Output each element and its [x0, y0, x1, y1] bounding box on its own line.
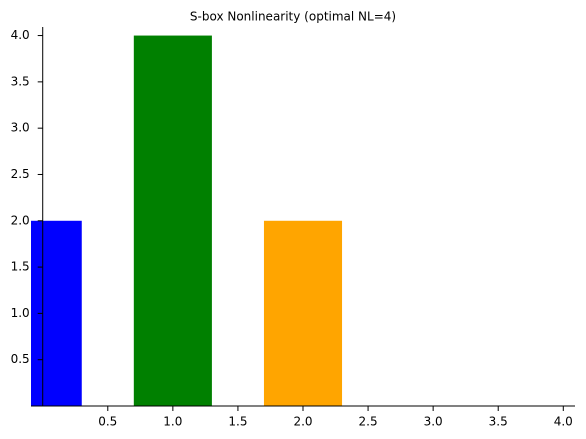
y-tick-label: 1.5: [11, 260, 30, 274]
y-tick-label: 2.5: [11, 167, 30, 181]
y-tick-label: 0.5: [11, 352, 30, 366]
bar: [133, 35, 212, 407]
y-tick-label: 1.0: [11, 306, 30, 320]
x-tick-label: 1.0: [163, 415, 182, 429]
y-tick-label: 2.0: [11, 213, 30, 227]
x-tick-label: 1.5: [228, 415, 247, 429]
bar: [263, 220, 343, 406]
x-tick-label: 0.5: [98, 415, 117, 429]
x-tick-label: 3.5: [489, 415, 508, 429]
x-tick-label: 3.0: [424, 415, 443, 429]
x-tick-label: 2.0: [293, 415, 312, 429]
y-tick-label: 3.0: [11, 121, 30, 135]
y-tick-label: 3.5: [11, 74, 30, 88]
x-tick-label: 4.0: [554, 415, 573, 429]
x-tick-label: 2.5: [359, 415, 378, 429]
chart-title: S-box Nonlinearity (optimal NL=4): [190, 10, 396, 24]
y-tick-label: 4.0: [11, 28, 30, 42]
plot-area: [31, 35, 343, 407]
